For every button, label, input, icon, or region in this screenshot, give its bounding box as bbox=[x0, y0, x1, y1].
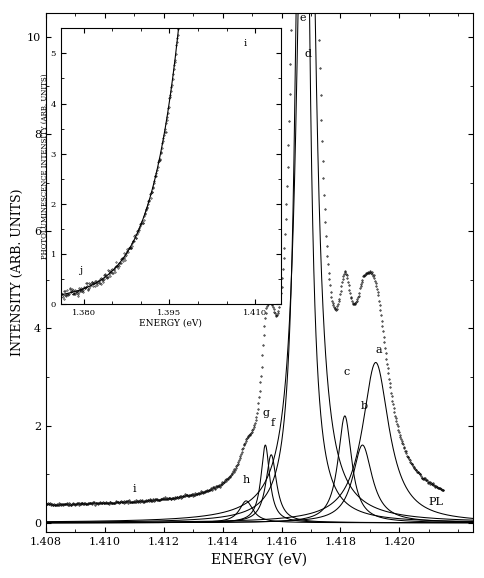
Text: i: i bbox=[133, 484, 136, 494]
Text: g: g bbox=[263, 408, 270, 418]
Text: c: c bbox=[343, 367, 349, 377]
Text: b: b bbox=[361, 401, 368, 411]
Text: f: f bbox=[271, 418, 275, 428]
Y-axis label: INTENSITY (ARB. UNITS): INTENSITY (ARB. UNITS) bbox=[11, 189, 24, 357]
Text: d: d bbox=[304, 49, 312, 59]
Text: e: e bbox=[300, 13, 306, 23]
Text: h: h bbox=[242, 475, 250, 485]
Text: a: a bbox=[376, 345, 382, 355]
X-axis label: ENERGY (eV): ENERGY (eV) bbox=[212, 553, 307, 567]
Text: PL: PL bbox=[429, 497, 444, 507]
